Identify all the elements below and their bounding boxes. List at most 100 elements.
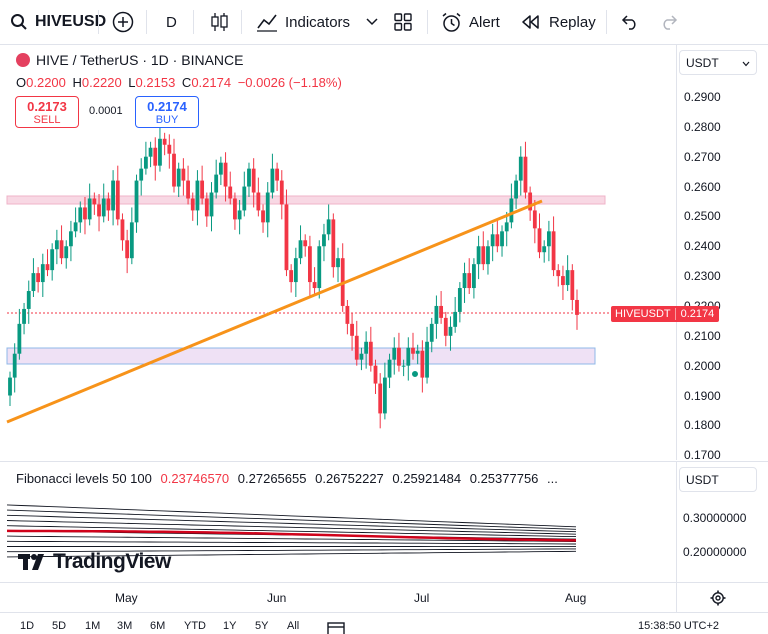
candle	[533, 200, 537, 243]
compare-button[interactable]	[112, 0, 134, 44]
candle-body	[486, 246, 490, 264]
indicator-legend: Fibonacci levels 50 100 0.23746570 0.272…	[16, 471, 558, 486]
candle-body	[32, 273, 36, 291]
sell-button[interactable]: 0.2173 SELL	[15, 96, 79, 128]
candle	[308, 236, 312, 297]
currency-select[interactable]: USDT	[679, 50, 757, 75]
current-price-tag: HIVEUSDT 0.2174	[611, 306, 719, 322]
candle	[491, 224, 495, 261]
candle-body	[102, 198, 106, 216]
interval-button[interactable]: D	[166, 0, 177, 44]
candle	[575, 290, 579, 330]
plus-circle-icon	[112, 11, 134, 33]
replay-button[interactable]: Replay	[521, 0, 596, 44]
range-button[interactable]: 5D	[52, 620, 66, 632]
candle-body	[378, 384, 382, 414]
candle-body	[449, 327, 453, 336]
candle-body	[186, 181, 190, 199]
price-tick-label: 0.2300	[684, 269, 721, 283]
candle	[74, 207, 78, 237]
gear-icon[interactable]	[710, 590, 726, 606]
candle-body	[271, 169, 275, 193]
indicator-currency-text: USDT	[686, 473, 719, 487]
price-tick-label: 0.1800	[684, 418, 721, 432]
indicator-currency-label[interactable]: USDT	[679, 467, 757, 492]
candle-body	[477, 246, 481, 264]
candle-body	[556, 270, 560, 276]
close-label: C	[182, 75, 191, 90]
candle	[303, 234, 307, 256]
candle	[125, 230, 129, 273]
candle-body	[313, 282, 317, 288]
candle-body	[116, 181, 120, 220]
candle-body	[495, 234, 499, 246]
layout-button[interactable]	[394, 0, 412, 44]
candle-body	[411, 348, 415, 354]
candle	[50, 243, 54, 280]
candle-body	[538, 228, 542, 252]
undo-button[interactable]	[621, 0, 639, 44]
candle	[313, 267, 317, 294]
candle	[238, 200, 242, 234]
candle	[214, 160, 218, 199]
range-button[interactable]: 1M	[85, 620, 100, 632]
candle	[55, 230, 59, 264]
range-button[interactable]: 1D	[20, 620, 34, 632]
price-tick-label: 0.2800	[684, 120, 721, 134]
candle	[397, 333, 401, 372]
templates-dropdown[interactable]	[366, 0, 378, 44]
symbol-search[interactable]: HIVEUSD	[10, 0, 106, 44]
range-button[interactable]: All	[287, 620, 299, 632]
range-button[interactable]: 6M	[150, 620, 165, 632]
candle-body	[219, 163, 223, 175]
candle-body	[41, 264, 45, 282]
candle-body	[402, 366, 406, 367]
candle-body	[374, 366, 378, 384]
candle	[261, 204, 265, 232]
alert-button[interactable]: Alert	[441, 0, 500, 44]
ohlc-values: O0.2200 H0.2220 L0.2153 C0.2174 −0.0026 …	[16, 75, 342, 90]
calendar-icon[interactable]	[327, 620, 345, 634]
candle-body	[303, 240, 307, 246]
candle	[153, 137, 157, 180]
candle-body	[205, 198, 209, 216]
candle-body	[78, 207, 82, 222]
redo-button[interactable]	[660, 0, 678, 44]
indicator-more[interactable]: ...	[547, 471, 558, 486]
indicators-button[interactable]: Indicators	[256, 0, 350, 44]
candle-body	[509, 198, 513, 222]
buy-button[interactable]: 0.2174 BUY	[135, 96, 199, 128]
candle	[36, 267, 40, 292]
buy-label: BUY	[136, 114, 198, 126]
price-tick-label: 0.2500	[684, 209, 721, 223]
candle-body	[125, 240, 129, 258]
candle-body	[420, 351, 424, 378]
candle	[280, 170, 284, 219]
indicator-panel[interactable]: Fibonacci levels 50 100 0.23746570 0.272…	[0, 461, 676, 582]
candle	[17, 309, 21, 360]
candle-body	[210, 193, 214, 217]
candle-body	[435, 306, 439, 324]
clock-time[interactable]: 15:38:50 UTC+2	[638, 620, 719, 632]
candle	[519, 146, 523, 195]
candle	[102, 184, 106, 223]
candles-group	[8, 124, 579, 428]
indicator-value-1: 0.23746570	[160, 471, 229, 486]
range-button[interactable]: 5Y	[255, 620, 268, 632]
candle	[542, 240, 546, 262]
tradingview-watermark[interactable]: TradingView	[18, 550, 171, 574]
range-button[interactable]: 3M	[117, 620, 132, 632]
candle-body	[360, 354, 364, 360]
candle-body	[406, 348, 410, 366]
range-button[interactable]: YTD	[184, 620, 206, 632]
candle-body	[228, 187, 232, 199]
candle-body	[92, 198, 96, 204]
chart-type-button[interactable]	[210, 0, 230, 44]
candle-body	[50, 249, 54, 270]
sell-label: SELL	[16, 114, 78, 126]
range-button[interactable]: 1Y	[223, 620, 236, 632]
candle	[547, 221, 551, 261]
